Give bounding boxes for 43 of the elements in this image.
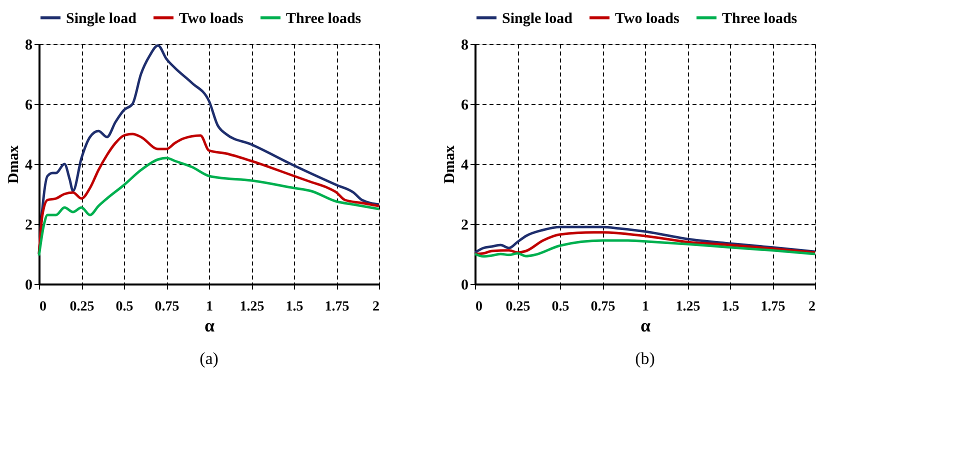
line-series [474,239,816,258]
y-tick-label: 2 [25,218,32,234]
y-tick-label: 4 [25,158,33,174]
y-tick-label: 6 [461,98,469,114]
text: (a) [200,349,218,368]
x-tick-label: 1 [642,300,649,314]
x-tick-label: 2 [808,300,816,314]
x-tick-label: 1.25 [676,300,700,314]
x-tick-label: 2 [372,300,380,314]
x-tick-label: 1 [206,300,213,314]
y-axis-title: Dmax [6,144,22,184]
x-tick-label: 0.25 [70,300,94,314]
x-tick-label: 0.25 [506,300,530,314]
y-tick-label: 8 [461,38,468,54]
legend-label: Two loads [615,10,680,27]
x-axis-title: α [204,316,215,336]
x-tick-label: 1.25 [240,300,264,314]
y-axis-title: Dmax [442,144,458,184]
y-tick-label: 6 [25,98,33,114]
x-tick-label: 0.75 [154,300,180,314]
x-axis-title: α [640,316,651,336]
line-series [474,231,816,256]
x-tick-label: 1.75 [324,300,350,314]
y-tick-label: 0 [25,278,32,294]
legend-label: Three loads [722,10,798,27]
y-tick-label: 8 [25,38,32,54]
text: (b) [635,349,655,368]
line-series [38,156,380,257]
y-tick-label: 0 [461,278,468,294]
y-tick-label: 2 [461,218,468,234]
legend-label: Single load [66,10,138,27]
x-tick-label: 1.75 [760,300,786,314]
x-tick-label: 0.5 [552,300,570,314]
x-tick-label: 0 [40,300,46,314]
legend-label: Single load [502,10,574,27]
legend-label: Two loads [179,10,244,27]
legend-label: Three loads [286,10,362,27]
x-tick-label: 1.5 [722,300,740,314]
x-tick-label: 0.75 [590,300,616,314]
x-tick-label: 0.5 [116,300,134,314]
x-tick-label: 1.5 [286,300,304,314]
y-tick-label: 4 [461,158,469,174]
x-tick-label: 0 [476,300,482,314]
